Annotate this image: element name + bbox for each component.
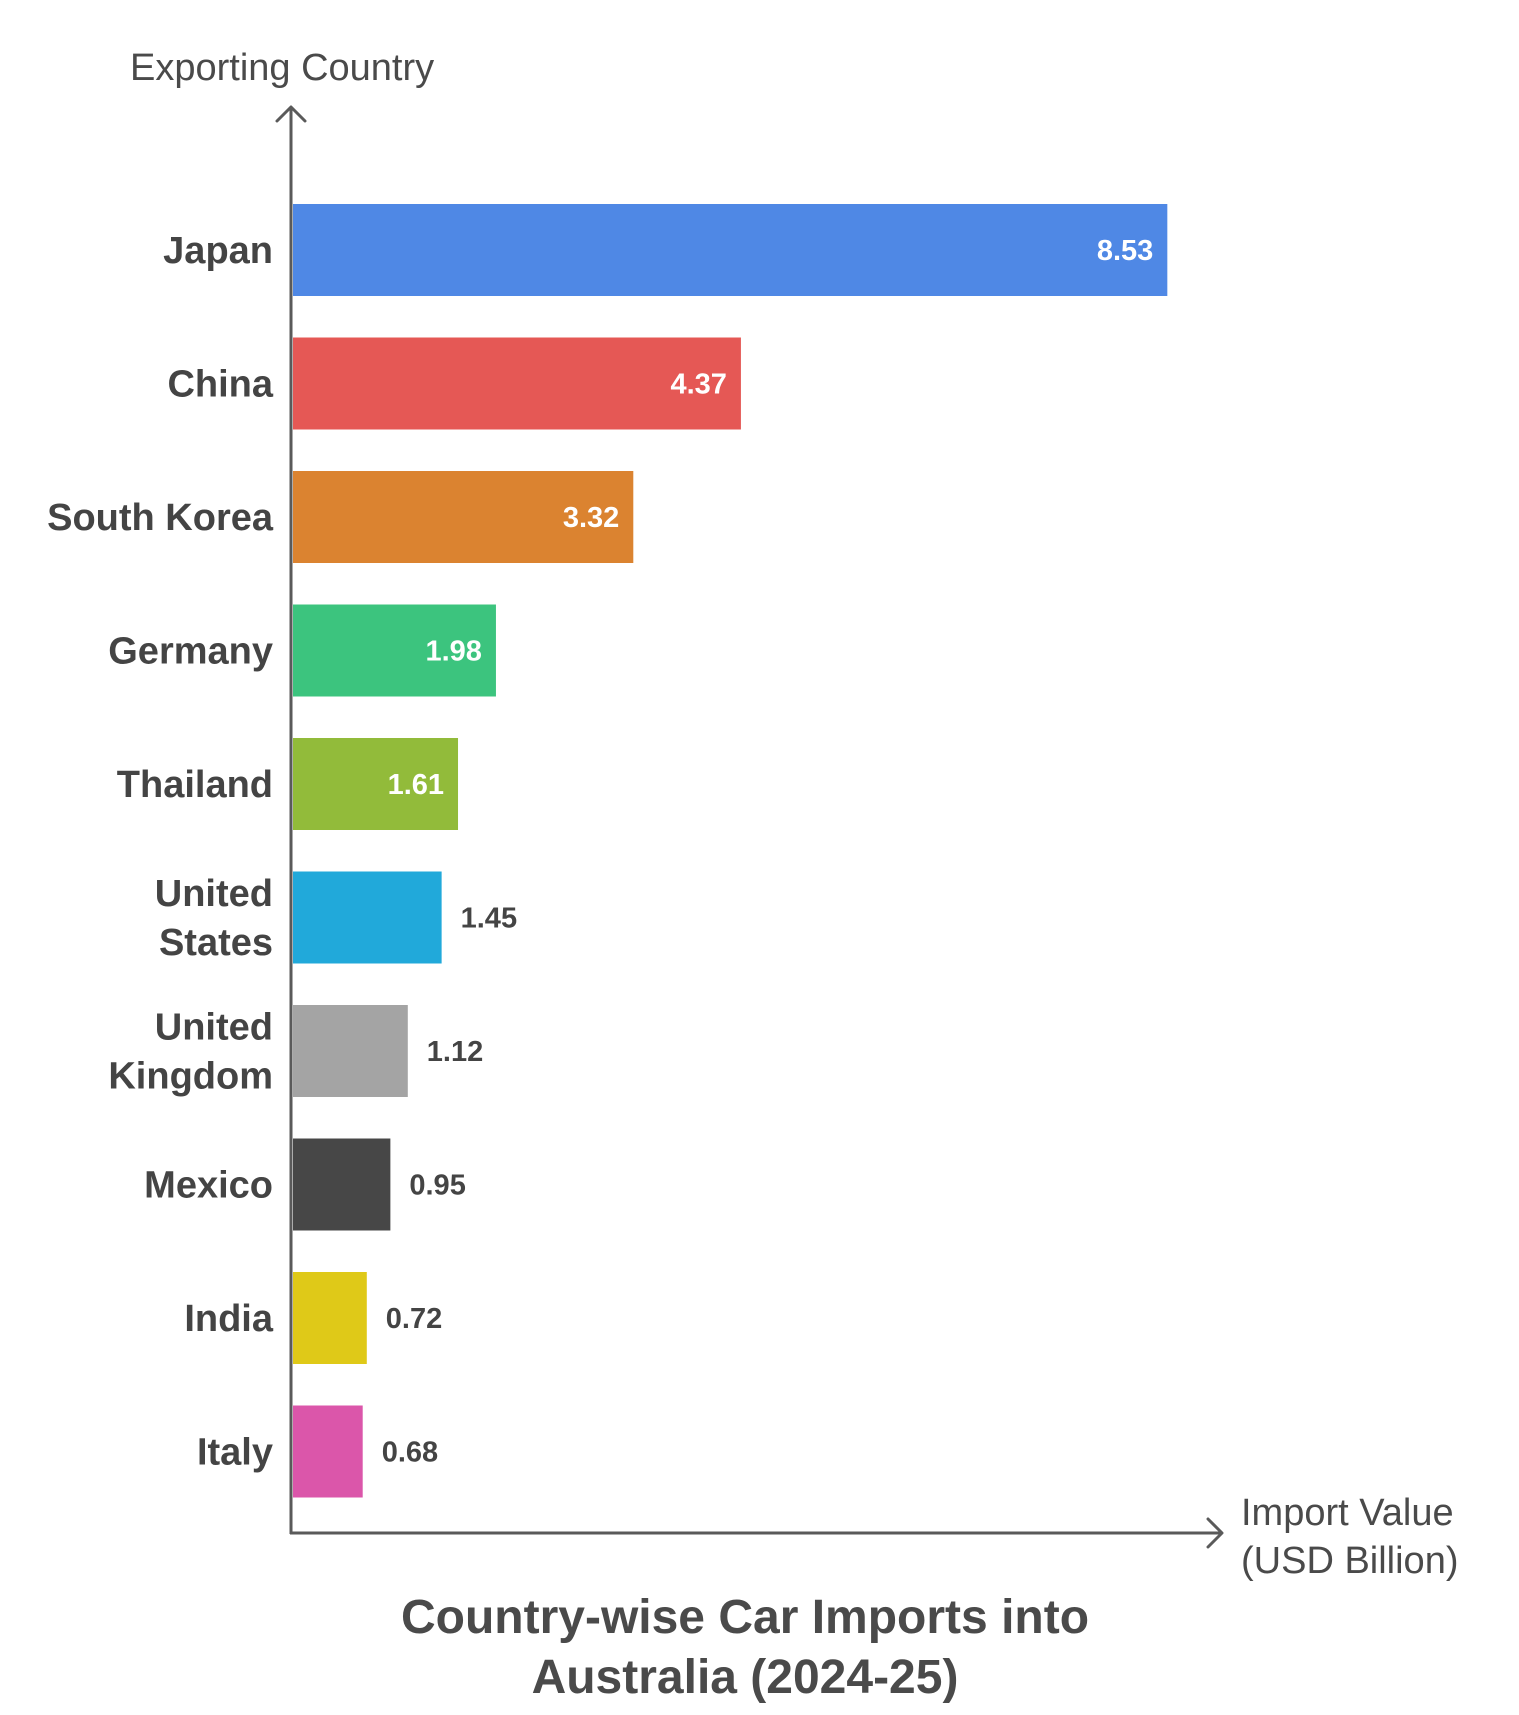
value-label: 1.61 bbox=[388, 769, 444, 801]
category-label: Japan bbox=[163, 230, 273, 272]
value-label: 3.32 bbox=[563, 502, 619, 534]
y-axis-title: Exporting Country bbox=[130, 47, 434, 89]
category-label-line: Japan bbox=[163, 230, 273, 272]
category-label-line: Thailand bbox=[117, 764, 273, 806]
bar-china bbox=[293, 337, 741, 430]
category-label-line: Italy bbox=[197, 1432, 273, 1474]
category-label-line: United bbox=[155, 873, 273, 915]
category-label: United Kingdom bbox=[108, 1007, 273, 1098]
value-label: 0.72 bbox=[386, 1303, 442, 1335]
value-label: 1.45 bbox=[461, 903, 517, 935]
category-label: United States bbox=[155, 873, 273, 964]
x-axis-title: Import Value (USD Billion) bbox=[1241, 1492, 1458, 1582]
category-label: China bbox=[167, 364, 273, 406]
value-label: 0.95 bbox=[409, 1170, 465, 1202]
category-label: South Korea bbox=[47, 497, 274, 539]
value-label: 1.98 bbox=[425, 636, 481, 668]
category-label: India bbox=[184, 1298, 274, 1340]
value-label: 1.12 bbox=[427, 1036, 483, 1068]
category-label-line: States bbox=[159, 922, 273, 964]
value-label: 8.53 bbox=[1097, 235, 1153, 267]
category-label-line: China bbox=[167, 364, 273, 406]
bar-italy bbox=[293, 1405, 363, 1498]
bar-india bbox=[293, 1272, 367, 1364]
category-label-line: Mexico bbox=[144, 1165, 273, 1207]
category-label-line: United bbox=[155, 1007, 273, 1049]
bars-group bbox=[293, 204, 1168, 1498]
bar-thailand bbox=[293, 738, 459, 830]
category-label: Mexico bbox=[144, 1165, 273, 1207]
value-label: 0.68 bbox=[382, 1437, 438, 1469]
category-labels-group: Japan China South Korea Germany Thailand Unit… bbox=[47, 230, 274, 1474]
bar-mexico bbox=[293, 1138, 391, 1231]
chart-title-line: Australia (2024-25) bbox=[532, 1651, 959, 1704]
category-label-line: India bbox=[184, 1298, 274, 1340]
category-label-line: Germany bbox=[108, 631, 273, 673]
value-labels-group: 8.53 4.37 3.32 1.98 1.61 1.45 1.12 0.95 0.72 0.68 bbox=[382, 235, 1154, 1469]
category-label: Italy bbox=[197, 1432, 273, 1474]
category-label-line: Kingdom bbox=[108, 1056, 273, 1098]
bar-germany bbox=[293, 604, 496, 697]
category-label: Germany bbox=[108, 631, 273, 673]
bar-japan bbox=[293, 204, 1168, 296]
value-label: 4.37 bbox=[670, 369, 726, 401]
x-axis-title-line: Import Value bbox=[1241, 1492, 1454, 1534]
y-axis bbox=[275, 105, 307, 1534]
chart-title: Country-wise Car Imports into Australia (… bbox=[401, 1591, 1089, 1704]
category-label-line: South Korea bbox=[47, 497, 274, 539]
bar-united-kingdom bbox=[293, 1005, 408, 1097]
bar-south-korea bbox=[293, 471, 634, 563]
x-axis-title-line: (USD Billion) bbox=[1241, 1540, 1458, 1582]
category-label: Thailand bbox=[117, 764, 273, 806]
x-axis bbox=[290, 1517, 1224, 1549]
bar-united-states bbox=[293, 871, 442, 964]
chart-title-line: Country-wise Car Imports into bbox=[401, 1591, 1089, 1644]
